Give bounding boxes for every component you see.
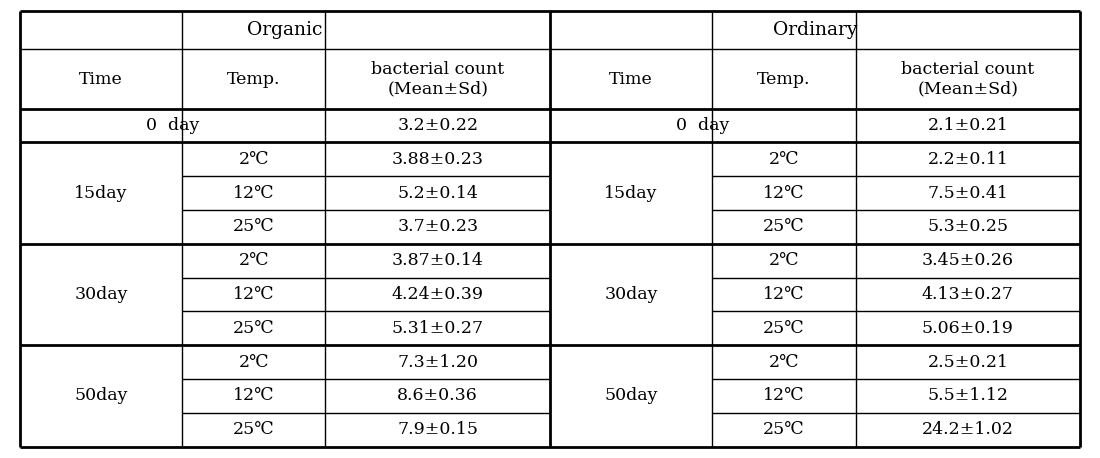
Text: 12℃: 12℃ (763, 286, 805, 303)
Text: 2.2±0.11: 2.2±0.11 (927, 151, 1009, 168)
Text: 50day: 50day (604, 387, 658, 404)
Text: 7.3±1.20: 7.3±1.20 (397, 354, 478, 371)
Text: 7.9±0.15: 7.9±0.15 (397, 421, 478, 438)
Text: Ordinary: Ordinary (773, 22, 857, 39)
Text: 12℃: 12℃ (233, 387, 275, 404)
Text: bacterial count
(Mean±Sd): bacterial count (Mean±Sd) (901, 61, 1034, 98)
Text: 25℃: 25℃ (233, 218, 275, 235)
Text: Time: Time (609, 71, 653, 87)
Text: Time: Time (79, 71, 123, 87)
Text: 5.3±0.25: 5.3±0.25 (927, 218, 1009, 235)
Text: 50day: 50day (74, 387, 128, 404)
Text: 12℃: 12℃ (763, 387, 805, 404)
Text: 3.7±0.23: 3.7±0.23 (397, 218, 478, 235)
Text: 5.31±0.27: 5.31±0.27 (392, 320, 484, 337)
Text: 7.5±0.41: 7.5±0.41 (927, 185, 1009, 202)
Text: 2.5±0.21: 2.5±0.21 (927, 354, 1009, 371)
Text: 25℃: 25℃ (233, 320, 275, 337)
Text: 15day: 15day (74, 185, 128, 202)
Text: 12℃: 12℃ (233, 286, 275, 303)
Text: 25℃: 25℃ (763, 218, 805, 235)
Text: 5.06±0.19: 5.06±0.19 (922, 320, 1014, 337)
Text: 0  day: 0 day (676, 117, 729, 134)
Text: 2℃: 2℃ (769, 151, 800, 168)
Text: 3.87±0.14: 3.87±0.14 (392, 252, 484, 269)
Text: 4.13±0.27: 4.13±0.27 (922, 286, 1014, 303)
Text: 2℃: 2℃ (239, 354, 270, 371)
Text: 30day: 30day (604, 286, 658, 303)
Text: 3.2±0.22: 3.2±0.22 (397, 117, 478, 134)
Text: 12℃: 12℃ (233, 185, 275, 202)
Text: 3.88±0.23: 3.88±0.23 (392, 151, 484, 168)
Text: bacterial count
(Mean±Sd): bacterial count (Mean±Sd) (371, 61, 504, 98)
Text: 2℃: 2℃ (239, 252, 270, 269)
Text: 5.5±1.12: 5.5±1.12 (927, 387, 1009, 404)
Text: 3.45±0.26: 3.45±0.26 (922, 252, 1014, 269)
Text: 15day: 15day (604, 185, 658, 202)
Text: 12℃: 12℃ (763, 185, 805, 202)
Text: 2℃: 2℃ (239, 151, 270, 168)
Text: Temp.: Temp. (757, 71, 811, 87)
Text: 2.1±0.21: 2.1±0.21 (927, 117, 1009, 134)
Text: 8.6±0.36: 8.6±0.36 (397, 387, 478, 404)
Text: 30day: 30day (74, 286, 128, 303)
Text: 2℃: 2℃ (769, 354, 800, 371)
Text: 25℃: 25℃ (763, 421, 805, 438)
Text: 25℃: 25℃ (763, 320, 805, 337)
Text: Organic: Organic (248, 22, 322, 39)
Text: 5.2±0.14: 5.2±0.14 (397, 185, 478, 202)
Text: 25℃: 25℃ (233, 421, 275, 438)
Text: 0  day: 0 day (146, 117, 199, 134)
Text: 2℃: 2℃ (769, 252, 800, 269)
Text: 24.2±1.02: 24.2±1.02 (922, 421, 1014, 438)
Text: 4.24±0.39: 4.24±0.39 (392, 286, 484, 303)
Text: Temp.: Temp. (227, 71, 280, 87)
